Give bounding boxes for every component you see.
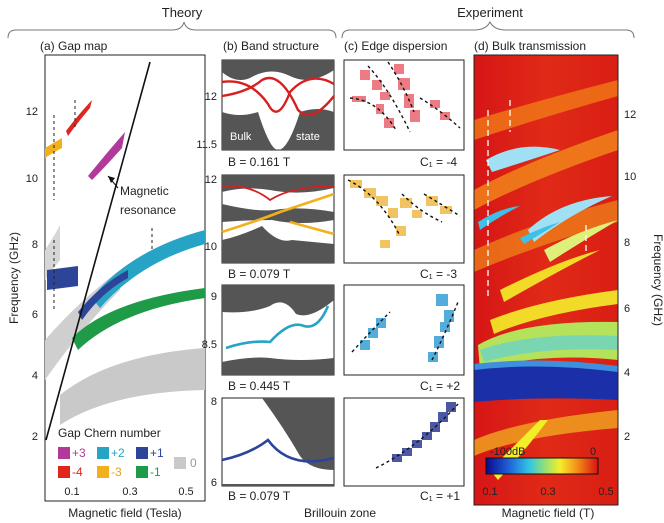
panel-b-title: (b) Band structure — [223, 39, 319, 53]
svg-text:2: 2 — [32, 431, 38, 443]
panel-a-xticks: 0.1 0.3 0.5 — [64, 486, 193, 498]
annotation-resonance: resonance — [120, 203, 176, 217]
svg-text:10: 10 — [624, 171, 636, 183]
svg-text:+3: +3 — [72, 446, 86, 460]
gap-region-minus4 — [66, 100, 92, 136]
svg-text:0.3: 0.3 — [122, 486, 137, 498]
panel-d-ylabel: Frequency (GHz) — [651, 234, 664, 326]
svg-text:12: 12 — [26, 106, 38, 118]
panel-d-xticks: 0.1 0.3 0.5 — [482, 486, 613, 498]
svg-text:Bulk: Bulk — [230, 131, 252, 143]
band-field-3: B = 0.445 T — [228, 379, 291, 393]
gap-region-0-b — [60, 348, 205, 425]
band-field-2: B = 0.079 T — [228, 267, 291, 281]
transmission-heatmap — [474, 55, 618, 505]
svg-text:12: 12 — [624, 109, 636, 121]
svg-text:0.5: 0.5 — [178, 486, 193, 498]
band-field-4: B = 0.079 T — [228, 489, 291, 503]
svg-text:8: 8 — [211, 396, 217, 408]
magnetic-resonance-line — [45, 61, 151, 441]
panel-a-yticks: 2 4 6 8 10 12 — [26, 106, 38, 443]
svg-text:9: 9 — [211, 291, 217, 303]
band-subplot-4: 8 6 B = 0.079 T — [211, 396, 335, 503]
theory-header: Theory — [7, 5, 337, 39]
panel-a-title: (a) Gap map — [40, 39, 108, 53]
panel-d-bulk-transmission: (d) Bulk transmission — [473, 39, 664, 520]
legend-title: Gap Chern number — [58, 426, 161, 440]
svg-text:-4: -4 — [72, 465, 83, 479]
colorbar-max: 0 — [590, 446, 596, 458]
svg-text:0.1: 0.1 — [64, 486, 79, 498]
edge-subplot-4: C₁ = +1 — [343, 397, 465, 503]
annotation-magnetic: Magnetic — [120, 184, 169, 198]
legend-swatch-zero — [174, 457, 186, 469]
theory-label: Theory — [162, 5, 203, 20]
edge-chern-2: C₁ = -3 — [420, 267, 457, 281]
svg-text:0: 0 — [190, 456, 197, 470]
panel-d-xlabel: Magnetic field (T) — [502, 506, 595, 520]
legend-swatch-plus2 — [97, 447, 109, 459]
panel-b-band-structure: (b) Band structure Bulk state 12 11.5 B … — [196, 39, 376, 520]
svg-text:6: 6 — [32, 309, 38, 321]
legend-swatch-minus1 — [136, 466, 148, 478]
edge-chern-4: C₁ = +1 — [420, 489, 460, 503]
panel-b-xlabel: Brillouin zone — [304, 506, 376, 520]
gap-region-plus2 — [92, 230, 205, 308]
gap-region-plus3 — [88, 132, 125, 180]
svg-text:6: 6 — [624, 303, 630, 315]
edge-subplot-1: C₁ = -4 — [343, 59, 465, 169]
legend-swatch-plus3 — [58, 447, 70, 459]
gap-region-plus1-a — [47, 266, 78, 290]
panel-c-title: (c) Edge dispersion — [344, 39, 447, 53]
gap-region-plus1-b — [78, 270, 128, 320]
svg-text:6: 6 — [211, 477, 217, 489]
edge-chern-1: C₁ = -4 — [420, 155, 457, 169]
panel-c-edge-dispersion: (c) Edge dispersion C₁ = -4 — [343, 39, 465, 503]
band-subplot-3: 9 8.5 B = 0.445 T — [202, 284, 335, 393]
panel-a-xlabel: Magnetic field (Tesla) — [68, 506, 181, 520]
svg-text:-1: -1 — [150, 465, 161, 479]
panel-a-ylabel: Frequency (GHz) — [7, 232, 21, 324]
colorbar-min: -100dB — [490, 446, 525, 458]
band-subplot-1: Bulk state 12 11.5 B = 0.161 T — [196, 59, 335, 169]
transmission-colorbar: -100dB 0 — [485, 446, 599, 475]
svg-text:2: 2 — [624, 431, 630, 443]
panel-a-gap-map: (a) Gap map — [7, 39, 206, 520]
svg-text:0.1: 0.1 — [482, 486, 497, 498]
svg-text:4: 4 — [624, 367, 630, 379]
legend-swatch-minus4 — [58, 466, 70, 478]
chern-legend: Gap Chern number +3 +2 +1 -4 -3 -1 0 — [58, 426, 197, 479]
experiment-label: Experiment — [457, 5, 523, 20]
edge-chern-3: C₁ = +2 — [420, 379, 460, 393]
svg-text:8.5: 8.5 — [202, 339, 217, 351]
experiment-header: Experiment — [341, 5, 635, 39]
edge-subplot-3: C₁ = +2 — [343, 284, 465, 393]
svg-text:8: 8 — [624, 237, 630, 249]
svg-text:11.5: 11.5 — [196, 139, 217, 151]
gap-region-0-c — [45, 225, 60, 280]
legend-swatch-minus3 — [97, 466, 109, 478]
svg-text:+1: +1 — [150, 446, 164, 460]
svg-text:0.3: 0.3 — [540, 486, 555, 498]
svg-text:state: state — [296, 131, 320, 143]
svg-text:12: 12 — [205, 174, 217, 186]
svg-text:+2: +2 — [111, 446, 125, 460]
svg-text:8: 8 — [32, 239, 38, 251]
svg-text:-3: -3 — [111, 465, 122, 479]
svg-text:0.5: 0.5 — [598, 486, 613, 498]
svg-text:12: 12 — [205, 91, 217, 103]
svg-text:4: 4 — [32, 370, 38, 382]
svg-text:10: 10 — [205, 241, 217, 253]
band-subplot-2: 12 10 B = 0.079 T — [205, 174, 335, 281]
edge-subplot-2: C₁ = -3 — [343, 174, 465, 281]
band-field-1: B = 0.161 T — [228, 155, 291, 169]
legend-swatch-plus1 — [136, 447, 148, 459]
svg-text:10: 10 — [26, 173, 38, 185]
gap-region-minus1 — [72, 288, 205, 350]
panel-d-yticks: 2 4 6 8 10 12 — [624, 109, 636, 443]
panel-d-title: (d) Bulk transmission — [474, 39, 586, 53]
